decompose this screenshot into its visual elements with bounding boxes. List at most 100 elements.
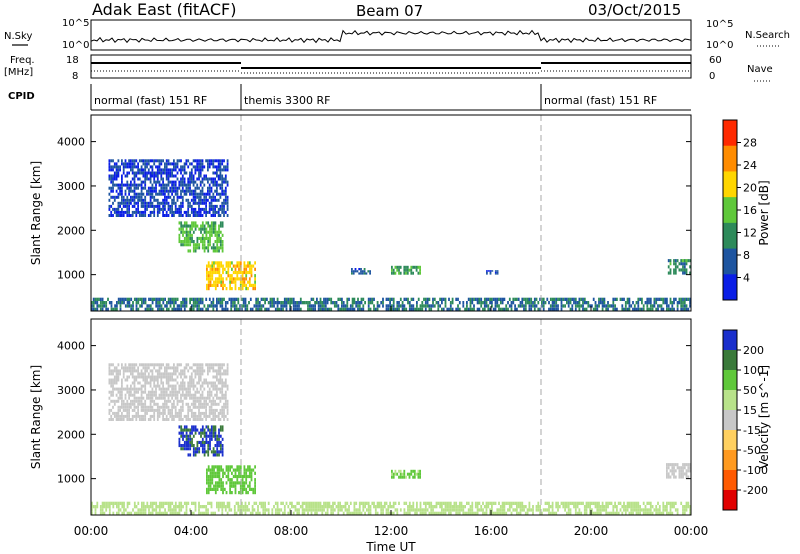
echo-cell xyxy=(626,307,629,311)
echo-cell xyxy=(526,297,529,301)
echo-cell xyxy=(171,192,173,196)
echo-cell xyxy=(196,366,199,370)
echo-cell xyxy=(414,508,416,512)
echo-cell xyxy=(316,505,318,509)
echo-cell xyxy=(224,384,227,388)
echo-cell xyxy=(133,165,136,169)
echo-cell xyxy=(117,301,120,305)
echo-cell xyxy=(141,508,143,512)
echo-cell xyxy=(239,465,242,469)
echo-cell xyxy=(190,204,193,208)
echo-cell xyxy=(321,511,324,515)
echo-cell xyxy=(676,304,679,308)
echo-cell xyxy=(138,399,141,403)
echo-cell xyxy=(151,186,154,190)
echo-cell xyxy=(112,207,114,211)
echo-cell xyxy=(209,233,211,237)
echo-cell xyxy=(113,414,116,418)
echo-cell xyxy=(682,262,684,266)
echo-cell xyxy=(360,297,363,301)
echo-cell xyxy=(219,177,222,181)
echo-cell xyxy=(301,505,304,509)
echo-cell xyxy=(198,440,201,444)
echo-cell xyxy=(115,399,118,403)
echo-cell xyxy=(211,471,214,475)
echo-cell xyxy=(101,297,104,301)
echo-cell xyxy=(126,297,129,301)
echo-cell xyxy=(185,236,188,240)
echo-cell xyxy=(213,471,215,475)
echo-cell xyxy=(673,475,675,479)
echo-cell xyxy=(205,381,207,385)
echo-cell xyxy=(115,177,118,181)
echo-cell xyxy=(623,297,625,301)
echo-cell xyxy=(221,183,224,187)
echo-cell xyxy=(171,174,173,178)
echo-cell xyxy=(194,227,197,231)
echo-cell xyxy=(482,307,484,311)
echo-cell xyxy=(216,204,218,208)
echo-cell xyxy=(228,297,231,301)
echo-cell xyxy=(189,301,191,305)
echo-cell xyxy=(156,171,159,175)
echo-cell xyxy=(205,297,208,301)
echo-cell xyxy=(130,399,132,403)
echo-cell xyxy=(176,399,179,403)
echo-cell xyxy=(162,511,165,515)
echo-cell xyxy=(405,511,408,515)
echo-cell xyxy=(203,511,206,515)
echo-cell xyxy=(162,177,164,181)
echo-cell xyxy=(473,297,475,301)
echo-cell xyxy=(112,214,114,217)
echo-cell xyxy=(674,271,677,275)
echo-cell xyxy=(408,511,411,515)
echo-cell xyxy=(207,162,209,166)
echo-cell xyxy=(210,207,213,211)
echo-cell xyxy=(442,297,445,301)
echo-cell xyxy=(171,402,173,406)
echo-cell xyxy=(673,505,675,509)
echo-cell xyxy=(105,501,108,505)
echo-cell xyxy=(662,301,665,305)
echo-cell xyxy=(557,501,559,505)
echo-cell xyxy=(267,511,270,515)
echo-cell xyxy=(685,259,688,263)
echo-cell xyxy=(224,186,227,190)
echo-cell xyxy=(471,297,474,301)
echo-cell xyxy=(301,508,304,512)
echo-cell xyxy=(190,411,193,415)
echo-cell xyxy=(153,297,156,301)
echo-cell xyxy=(344,508,347,512)
echo-cell xyxy=(610,304,613,308)
echo-cell xyxy=(314,501,316,505)
echo-cell xyxy=(110,384,113,388)
echo-cell xyxy=(171,207,173,211)
echo-cell xyxy=(140,414,143,418)
echo-cell xyxy=(296,511,299,515)
echo-cell xyxy=(214,221,217,225)
echo-cell xyxy=(416,304,418,308)
echo-cell xyxy=(496,304,499,308)
echo-cell xyxy=(291,301,293,305)
echo-cell xyxy=(112,411,114,415)
echo-cell xyxy=(219,230,222,234)
echo-cell xyxy=(385,508,388,512)
echo-cell xyxy=(112,390,114,394)
echo-cell xyxy=(192,174,195,178)
echo-cell xyxy=(141,505,143,509)
echo-cell xyxy=(323,307,325,311)
echo-cell xyxy=(176,297,179,301)
echo-cell xyxy=(173,399,175,403)
echo-cell xyxy=(471,301,474,305)
echo-cell xyxy=(119,186,121,190)
echo-cell xyxy=(680,297,683,301)
echo-cell xyxy=(598,297,600,301)
echo-cell xyxy=(680,475,683,479)
echo-cell xyxy=(232,474,235,479)
echo-cell xyxy=(200,240,202,244)
echo-cell xyxy=(151,301,154,305)
echo-cell xyxy=(283,508,286,512)
echo-cell xyxy=(117,505,120,509)
echo-cell xyxy=(641,297,643,301)
echo-cell xyxy=(142,186,145,190)
